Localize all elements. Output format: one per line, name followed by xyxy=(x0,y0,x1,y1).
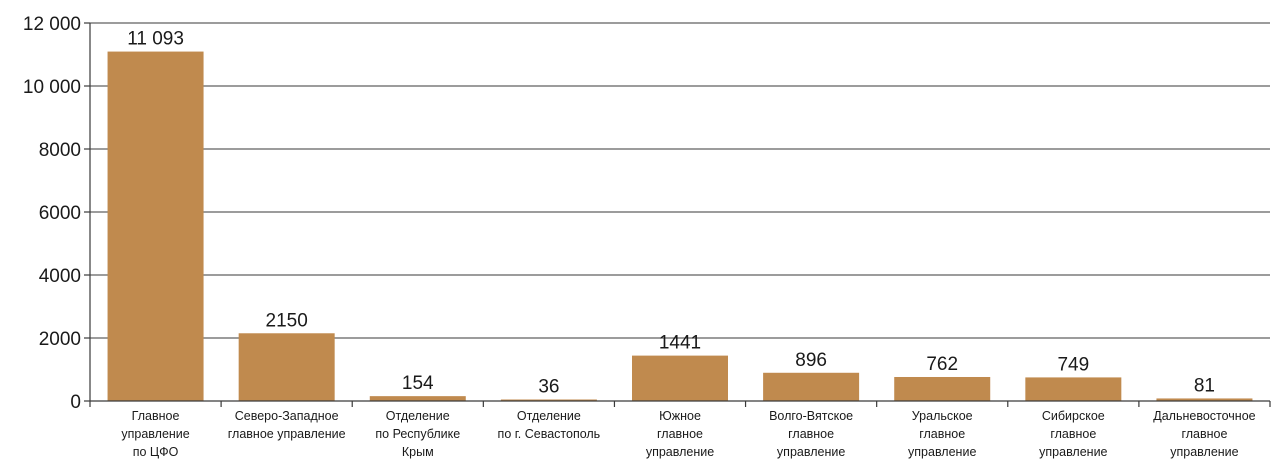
x-category-label-line: главное xyxy=(1181,427,1227,441)
bar xyxy=(632,355,728,401)
x-category-label-line: Отделение xyxy=(386,409,450,423)
value-labels: 11 093 2150 154 36 1441 896 762 749 81 xyxy=(127,29,1215,398)
y-tick-label: 12 000 xyxy=(23,14,81,35)
bar xyxy=(500,399,597,401)
x-category-label: Южное главное управление xyxy=(646,409,714,459)
data-label: 896 xyxy=(795,350,827,371)
x-category-label: Северо-Западное главное управление xyxy=(228,409,346,441)
x-category-label-line: управление xyxy=(121,427,189,441)
y-tick-label: 2000 xyxy=(39,329,81,350)
data-label: 762 xyxy=(926,354,958,375)
x-category-label-line: Крым xyxy=(402,445,434,459)
x-category-label-line: управление xyxy=(908,445,976,459)
y-tick-label: 0 xyxy=(70,392,81,413)
data-label: 154 xyxy=(402,373,434,394)
bar xyxy=(1025,377,1122,401)
x-axis-category-labels: Главное управление по ЦФО Северо-Западное гл… xyxy=(121,409,1255,459)
data-label: 36 xyxy=(538,377,559,398)
x-category-label-line: управление xyxy=(1039,445,1107,459)
bar xyxy=(369,396,466,401)
x-category-label: Отделение по Республике Крым xyxy=(375,409,460,459)
x-category-label: Уральское главное управление xyxy=(908,409,976,459)
data-label: 749 xyxy=(1057,354,1089,375)
data-label: 11 093 xyxy=(127,29,184,50)
x-category-label-line: главное xyxy=(1050,427,1096,441)
x-category-label-line: Северо-Западное xyxy=(235,409,339,423)
data-label: 81 xyxy=(1194,375,1215,396)
x-category-label-line: управление xyxy=(1170,445,1238,459)
y-axis-tick-labels: 0 2000 4000 6000 8000 10 000 12 000 xyxy=(23,14,81,413)
x-category-label-line: Волго-Вятское xyxy=(769,409,853,423)
x-category-label-line: управление xyxy=(646,445,714,459)
x-category-label: Сибирское главное управление xyxy=(1039,409,1107,459)
x-category-label-line: Уральское xyxy=(912,409,973,423)
bar xyxy=(107,51,204,402)
x-category-label-line: Дальневосточное xyxy=(1153,409,1255,423)
x-category-label-line: управление xyxy=(777,445,845,459)
x-category-label: Отделение по г. Севастополь xyxy=(498,409,601,441)
x-category-label-line: Главное xyxy=(132,409,180,423)
x-category-label-line: главное xyxy=(657,427,703,441)
bar xyxy=(1156,398,1253,401)
x-category-label-line: по Республике xyxy=(375,427,460,441)
bar xyxy=(894,376,991,401)
grid-layer xyxy=(90,22,1270,339)
x-category-label-line: Отделение xyxy=(517,409,581,423)
x-category-label-line: по г. Севастополь xyxy=(498,427,601,441)
axes xyxy=(84,22,1271,407)
y-tick-label: 4000 xyxy=(39,266,81,287)
x-category-label-line: главное xyxy=(919,427,965,441)
x-category-label-line: Сибирское xyxy=(1042,409,1105,423)
x-category-label: Дальневосточное главное управление xyxy=(1153,409,1255,459)
bar xyxy=(763,372,860,401)
bar xyxy=(238,333,335,401)
data-label: 1441 xyxy=(659,333,701,354)
bars xyxy=(107,51,1253,402)
x-category-label: Главное управление по ЦФО xyxy=(121,409,189,459)
y-tick-label: 10 000 xyxy=(23,77,81,98)
x-category-label-line: главное xyxy=(788,427,834,441)
y-tick-label: 6000 xyxy=(39,203,81,224)
y-tick-label: 8000 xyxy=(39,140,81,161)
x-category-label-line: главное управление xyxy=(228,427,346,441)
x-category-label: Волго-Вятское главное управление xyxy=(769,409,853,459)
x-category-label-line: Южное xyxy=(659,409,701,423)
data-label: 2150 xyxy=(266,310,308,331)
x-category-label-line: по ЦФО xyxy=(133,445,179,459)
